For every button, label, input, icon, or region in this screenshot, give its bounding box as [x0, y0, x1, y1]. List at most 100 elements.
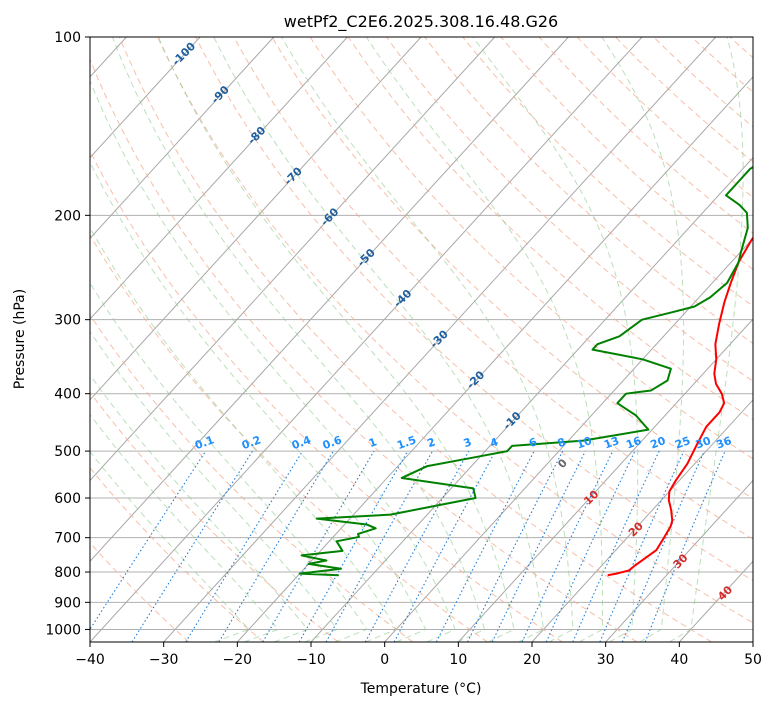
moist-adiabats [90, 37, 744, 642]
mixing-ratio-label: 16 [624, 434, 643, 452]
mixing-ratio-lines [90, 450, 726, 642]
isotherm-line [90, 37, 496, 482]
mixing-ratio-label: 30 [694, 434, 713, 452]
plot-frame [89, 36, 754, 643]
y-axis-ticks: 100 200 300 400 500 600 700 800 900 1000 [45, 30, 90, 638]
mixing-ratio-line [491, 450, 586, 642]
mixing-ratio-line [644, 450, 726, 642]
chart-title: wetPf2_C2E6.2025.308.16.48.G26 [284, 12, 558, 32]
isotherm-line [163, 37, 717, 642]
x-tick-label: 10 [449, 652, 467, 668]
y-tick-label: 600 [54, 491, 81, 507]
mixing-ratio-label: 1 [367, 435, 379, 450]
moist-adiabat-line [669, 37, 744, 642]
x-tick-label: −40 [75, 652, 105, 668]
x-tick-label: −30 [149, 652, 179, 668]
mixing-ratio-line [364, 450, 470, 642]
mixing-ratio-line [545, 450, 636, 642]
dry-adiabat-line [309, 37, 753, 460]
moist-adiabat-line [90, 282, 368, 642]
y-axis-title: Pressure (hPa) [12, 289, 28, 389]
y-tick-label: 1000 [45, 622, 81, 638]
dry-adiabat-line [386, 37, 753, 382]
isotherm-line [236, 76, 753, 642]
x-tick-label: 50 [744, 652, 762, 668]
moist-adiabat-line [111, 37, 486, 642]
dry-adiabat-line [90, 391, 339, 642]
mixing-ratio-line [185, 450, 304, 642]
mixing-ratio-line [262, 450, 375, 642]
moist-adiabat-line [213, 37, 544, 642]
moist-adiabat-line [157, 37, 515, 642]
isotherm-line [531, 399, 753, 642]
dry-adiabats [90, 37, 753, 642]
mixing-ratio-label: 4 [488, 435, 500, 450]
sounding-series [298, 165, 753, 577]
x-tick-label: 40 [670, 652, 688, 668]
x-axis-ticks: −40 −30 −20 −10 0 10 20 30 40 50 [75, 642, 762, 668]
isotherm-line [90, 37, 569, 563]
moist-adiabat-line [472, 37, 639, 642]
dry-adiabat-line [195, 37, 753, 582]
isotherm-line [605, 479, 753, 642]
skewed-isotherms [90, 37, 753, 642]
x-tick-label: −20 [223, 652, 253, 668]
mixing-ratio-line [218, 450, 334, 642]
moist-adiabat-line [90, 450, 250, 642]
moist-adiabat-line [281, 37, 574, 642]
y-tick-label: 400 [54, 387, 81, 403]
dry-adiabat-line [424, 37, 753, 344]
dewpoint-profile-line [298, 165, 753, 577]
mixing-ratio-line [572, 450, 660, 642]
isotherm-line [384, 237, 753, 642]
mixing-ratio-label: 8 [556, 435, 568, 450]
mixing-ratio-label: 36 [714, 434, 733, 452]
mixing-ratio-label: 13 [602, 434, 621, 451]
mixing-ratio-line [521, 450, 614, 642]
isotherm-line [90, 37, 201, 159]
mixing-ratio-label: 0.2 [240, 433, 263, 452]
mixing-ratio-line [621, 450, 705, 642]
mixing-ratio-label: 25 [673, 434, 692, 451]
temperature-profile-line [607, 236, 753, 577]
y-tick-label: 900 [54, 595, 81, 611]
moist-adiabat-line [90, 374, 309, 642]
y-tick-label: 100 [54, 30, 81, 46]
mixing-ratio-line [298, 450, 409, 642]
mixing-ratio-label: 3 [462, 435, 474, 450]
moist-adiabat-line [90, 161, 427, 642]
moist-adiabat-line [90, 226, 397, 642]
mixing-ratio-label: 0.6 [321, 433, 344, 452]
dry-adiabat-line [90, 314, 414, 642]
isotherm-line [90, 37, 275, 240]
dry-adiabat-line [233, 37, 753, 540]
isotherm-line [752, 641, 753, 642]
mixing-ratio-label: 20 [649, 434, 668, 452]
isotherm-line [90, 37, 643, 642]
dry-adiabat-line [271, 37, 753, 500]
mixing-ratio-label: 10 [575, 434, 594, 452]
dry-adiabat-line [157, 37, 753, 624]
isotherm-line [457, 318, 753, 642]
mixing-ratio-label: 1.5 [395, 433, 418, 452]
dry-adiabat-line [118, 37, 712, 642]
mixing-ratio-label: 0.1 [193, 433, 216, 452]
dry-adiabat-line [347, 37, 753, 421]
x-axis-title: Temperature (°C) [360, 681, 482, 697]
plot-background [90, 37, 753, 642]
dry-adiabat-line [576, 37, 753, 198]
mixing-ratio-label: 0.4 [290, 433, 313, 452]
mixing-ratio-line [131, 450, 254, 642]
x-tick-label: −10 [296, 652, 326, 668]
moist-adiabat-line [601, 37, 685, 642]
mixing-ratio-line [325, 450, 434, 642]
moist-adiabat-line [90, 79, 456, 642]
isotherm-line [90, 37, 348, 320]
moist-adiabat-line [90, 413, 280, 642]
x-tick-label: 0 [380, 652, 389, 668]
dry-adiabat-line [90, 149, 563, 642]
y-tick-label: 300 [54, 313, 81, 329]
mixing-ratio-label: 2 [426, 435, 438, 450]
y-tick-label: 500 [54, 444, 81, 460]
